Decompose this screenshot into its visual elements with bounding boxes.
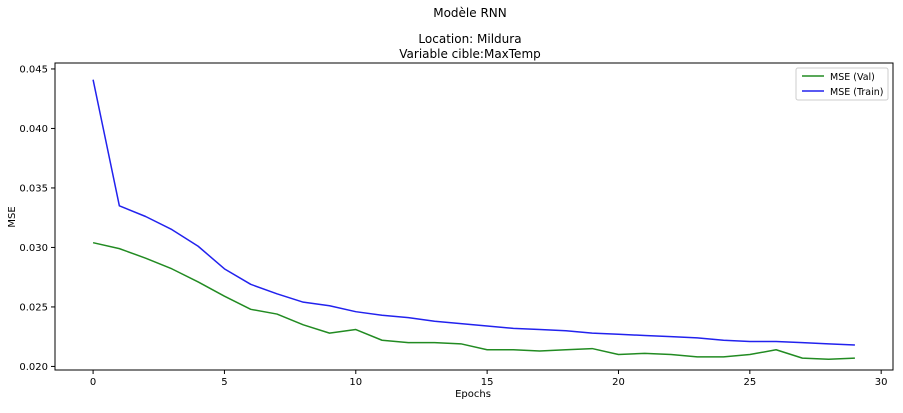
- x-axis-label: Epochs: [455, 389, 491, 400]
- y-tick-label: 0.020: [19, 362, 48, 373]
- x-tick-label: 20: [612, 377, 625, 388]
- y-tick-label: 0.035: [19, 183, 48, 194]
- y-tick-label: 0.025: [19, 302, 48, 313]
- legend: MSE (Val) MSE (Train): [795, 67, 889, 101]
- y-tick-label: 0.040: [19, 124, 48, 135]
- chart-title: Modèle RNN: [433, 6, 507, 20]
- y-tick-label: 0.045: [19, 64, 48, 75]
- axis-ticks: 0 5 10 15 20 25 30 0.020 0.025 0.030 0.035 0.040 0.0…: [19, 64, 887, 388]
- series-lines: [92, 79, 855, 361]
- plot-frame: [54, 62, 894, 371]
- y-axis-label: MSE: [7, 206, 18, 227]
- series-line-train: [92, 79, 855, 346]
- legend-label-train: MSE (Train): [830, 87, 883, 98]
- x-tick-label: 25: [743, 377, 756, 388]
- x-tick-label: 0: [90, 377, 96, 388]
- y-tick-label: 0.030: [19, 243, 48, 254]
- legend-label-val: MSE (Val): [830, 72, 875, 83]
- x-tick-label: 15: [481, 377, 494, 388]
- x-tick-label: 30: [875, 377, 888, 388]
- x-tick-label: 5: [221, 377, 227, 388]
- x-tick-label: 10: [349, 377, 362, 388]
- chart-subtitle-variable: Variable cible:MaxTemp: [399, 47, 541, 61]
- chart-subtitle-location: Location: Mildura: [418, 32, 521, 46]
- series-line-val: [92, 241, 855, 361]
